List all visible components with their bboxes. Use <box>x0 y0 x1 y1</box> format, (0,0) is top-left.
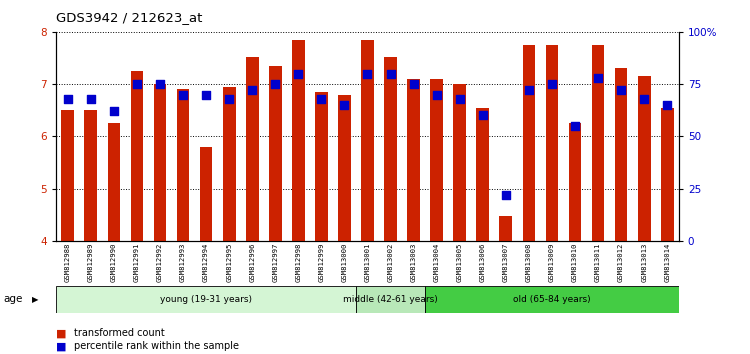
Text: young (19-31 years): young (19-31 years) <box>160 295 252 304</box>
Bar <box>62 110 74 241</box>
Text: GSM812990: GSM812990 <box>111 243 117 282</box>
Bar <box>269 66 281 241</box>
Bar <box>130 71 143 241</box>
Bar <box>500 216 512 241</box>
Point <box>131 81 143 87</box>
Text: GSM812997: GSM812997 <box>272 243 278 282</box>
Bar <box>454 84 466 241</box>
Text: old (65-84 years): old (65-84 years) <box>513 295 591 304</box>
Point <box>316 96 328 102</box>
Text: GSM812999: GSM812999 <box>319 243 325 282</box>
Text: ■: ■ <box>56 329 67 338</box>
Bar <box>615 68 628 241</box>
Text: GDS3942 / 212623_at: GDS3942 / 212623_at <box>56 11 202 24</box>
Point <box>477 113 489 118</box>
Point <box>615 87 627 93</box>
Text: GSM813000: GSM813000 <box>341 243 347 282</box>
Text: GSM813011: GSM813011 <box>595 243 601 282</box>
Bar <box>476 108 489 241</box>
Text: GSM812992: GSM812992 <box>157 243 163 282</box>
Text: GSM813008: GSM813008 <box>526 243 532 282</box>
Bar <box>592 45 604 241</box>
Text: GSM812991: GSM812991 <box>134 243 140 282</box>
Text: GSM813010: GSM813010 <box>572 243 578 282</box>
Point <box>638 96 650 102</box>
Text: GSM813009: GSM813009 <box>549 243 555 282</box>
Point <box>407 81 419 87</box>
Text: GSM813005: GSM813005 <box>457 243 463 282</box>
Point <box>246 87 258 93</box>
Point <box>592 75 604 81</box>
Bar <box>292 40 304 241</box>
Text: GSM812988: GSM812988 <box>64 243 70 282</box>
Bar <box>362 40 374 241</box>
Text: GSM813001: GSM813001 <box>364 243 370 282</box>
Bar <box>85 110 98 241</box>
Text: GSM812994: GSM812994 <box>203 243 209 282</box>
Bar <box>154 84 166 241</box>
Point <box>338 102 350 108</box>
Text: GSM813002: GSM813002 <box>388 243 394 282</box>
Point <box>662 102 674 108</box>
Point <box>454 96 466 102</box>
Bar <box>638 76 650 241</box>
Bar <box>177 89 190 241</box>
Text: percentile rank within the sample: percentile rank within the sample <box>74 341 238 351</box>
Text: GSM813004: GSM813004 <box>433 243 439 282</box>
Point <box>62 96 74 102</box>
Point <box>569 123 581 129</box>
Point <box>154 81 166 87</box>
Bar <box>384 57 397 241</box>
Bar <box>425 286 679 313</box>
Bar <box>107 123 120 241</box>
Text: GSM812989: GSM812989 <box>88 243 94 282</box>
Text: GSM813012: GSM813012 <box>618 243 624 282</box>
Text: GSM813007: GSM813007 <box>503 243 509 282</box>
Bar <box>430 79 443 241</box>
Bar <box>200 147 212 241</box>
Point <box>362 71 374 76</box>
Point <box>430 92 442 97</box>
Text: ▶: ▶ <box>32 295 38 304</box>
Bar <box>661 108 674 241</box>
Bar <box>523 45 536 241</box>
Text: GSM812998: GSM812998 <box>296 243 302 282</box>
Bar <box>356 286 425 313</box>
Bar <box>568 123 581 241</box>
Text: middle (42-61 years): middle (42-61 years) <box>344 295 438 304</box>
Point <box>108 108 120 114</box>
Text: ■: ■ <box>56 341 67 351</box>
Bar <box>315 92 328 241</box>
Text: GSM813006: GSM813006 <box>480 243 486 282</box>
Point <box>385 71 397 76</box>
Text: GSM812996: GSM812996 <box>249 243 255 282</box>
Bar <box>246 57 259 241</box>
Point <box>523 87 535 93</box>
Text: transformed count: transformed count <box>74 329 164 338</box>
Point <box>292 71 304 76</box>
Bar <box>223 87 236 241</box>
Point <box>500 192 512 198</box>
Point <box>177 92 189 97</box>
Bar <box>545 45 558 241</box>
Point <box>269 81 281 87</box>
Point <box>224 96 236 102</box>
Text: GSM813013: GSM813013 <box>641 243 647 282</box>
Text: GSM813003: GSM813003 <box>410 243 416 282</box>
Text: GSM812995: GSM812995 <box>226 243 232 282</box>
Text: age: age <box>4 295 23 304</box>
Bar <box>56 286 356 313</box>
Bar <box>338 95 351 241</box>
Bar <box>407 79 420 241</box>
Point <box>200 92 212 97</box>
Text: GSM812993: GSM812993 <box>180 243 186 282</box>
Point <box>546 81 558 87</box>
Text: GSM813014: GSM813014 <box>664 243 670 282</box>
Point <box>85 96 97 102</box>
